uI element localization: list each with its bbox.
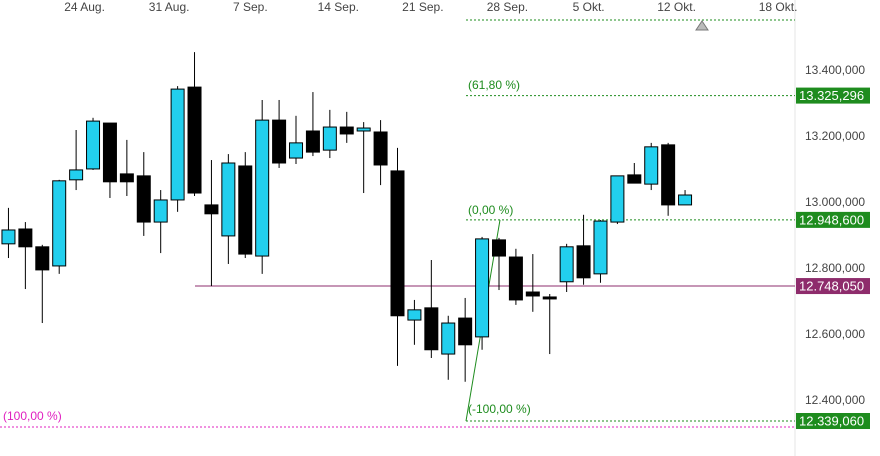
y-tick-label: 13.400,000 — [805, 63, 865, 77]
level-tag — [796, 87, 870, 104]
x-tick-label: 21 Sep. — [402, 0, 443, 14]
candle-body — [119, 173, 134, 183]
x-tick-label: 31 Aug. — [149, 0, 190, 14]
annotation: (-100,00 %) — [468, 402, 531, 416]
candle-body — [136, 175, 151, 223]
y-tick-label: 13.200,000 — [805, 129, 865, 143]
level-tag-label: 12.948,600 — [799, 212, 864, 227]
candle-body — [661, 144, 676, 206]
level-tag — [796, 211, 870, 228]
candle-body — [305, 130, 320, 153]
candle-body — [35, 246, 50, 271]
candle-body — [424, 307, 439, 351]
candle-body — [458, 317, 473, 346]
y-tick-label: 12.400,000 — [805, 393, 865, 407]
candle-body — [407, 309, 422, 321]
level-tag-label: 13.325,296 — [799, 88, 864, 103]
level-tag-label: 12.748,050 — [799, 278, 864, 293]
annotation: (61,80 %) — [468, 78, 520, 92]
level-tag — [796, 278, 870, 295]
annotation: (100,00 %) — [3, 409, 62, 423]
candle-body — [610, 175, 625, 223]
candle-body — [187, 86, 202, 194]
level-tag-label: 12.339,060 — [799, 413, 864, 428]
candle-body — [678, 194, 693, 206]
candle-body — [475, 238, 490, 338]
annotation: (0,00 %) — [468, 203, 513, 217]
candle-body — [542, 296, 557, 300]
x-tick-label: 12 Okt. — [657, 0, 696, 14]
candle-body — [576, 245, 591, 279]
candle-body — [356, 127, 371, 132]
candle-body — [508, 256, 523, 301]
x-tick-label: 5 Okt. — [573, 0, 605, 14]
candle-body — [593, 220, 608, 275]
candle-body — [289, 142, 304, 159]
candle-body — [390, 170, 405, 317]
candle-body — [525, 291, 540, 297]
candle-body — [69, 169, 84, 181]
candle-body — [170, 88, 185, 201]
x-tick-label: 28 Sep. — [487, 0, 528, 14]
candle-body — [559, 246, 574, 283]
candle-body — [52, 180, 67, 267]
candle-body — [86, 120, 101, 170]
candle-body — [255, 119, 270, 257]
x-tick-label: 7 Sep. — [233, 0, 268, 14]
candle-body — [373, 131, 388, 166]
y-tick-label: 13.000,000 — [805, 195, 865, 209]
candle-body — [339, 126, 354, 135]
candle-body — [153, 199, 168, 223]
candle-body — [272, 119, 287, 164]
candle-body — [491, 239, 506, 257]
candle-body — [441, 322, 456, 355]
candle-body — [1, 229, 16, 245]
candle-body — [322, 126, 337, 151]
candle-body — [18, 228, 33, 248]
candle-body — [627, 174, 642, 184]
candle-body — [102, 122, 117, 183]
candle-body — [204, 204, 219, 215]
candle-body — [644, 146, 659, 185]
y-tick-label: 12.600,000 — [805, 327, 865, 341]
candle-body — [221, 162, 236, 237]
y-tick-label: 12.800,000 — [805, 261, 865, 275]
x-tick-label: 14 Sep. — [318, 0, 359, 14]
level-tag — [796, 413, 870, 430]
x-tick-label: 18 Okt. — [759, 0, 798, 14]
x-tick-label: 24 Aug. — [64, 0, 105, 14]
candle-body — [238, 165, 253, 255]
marker-triangle — [695, 20, 709, 31]
